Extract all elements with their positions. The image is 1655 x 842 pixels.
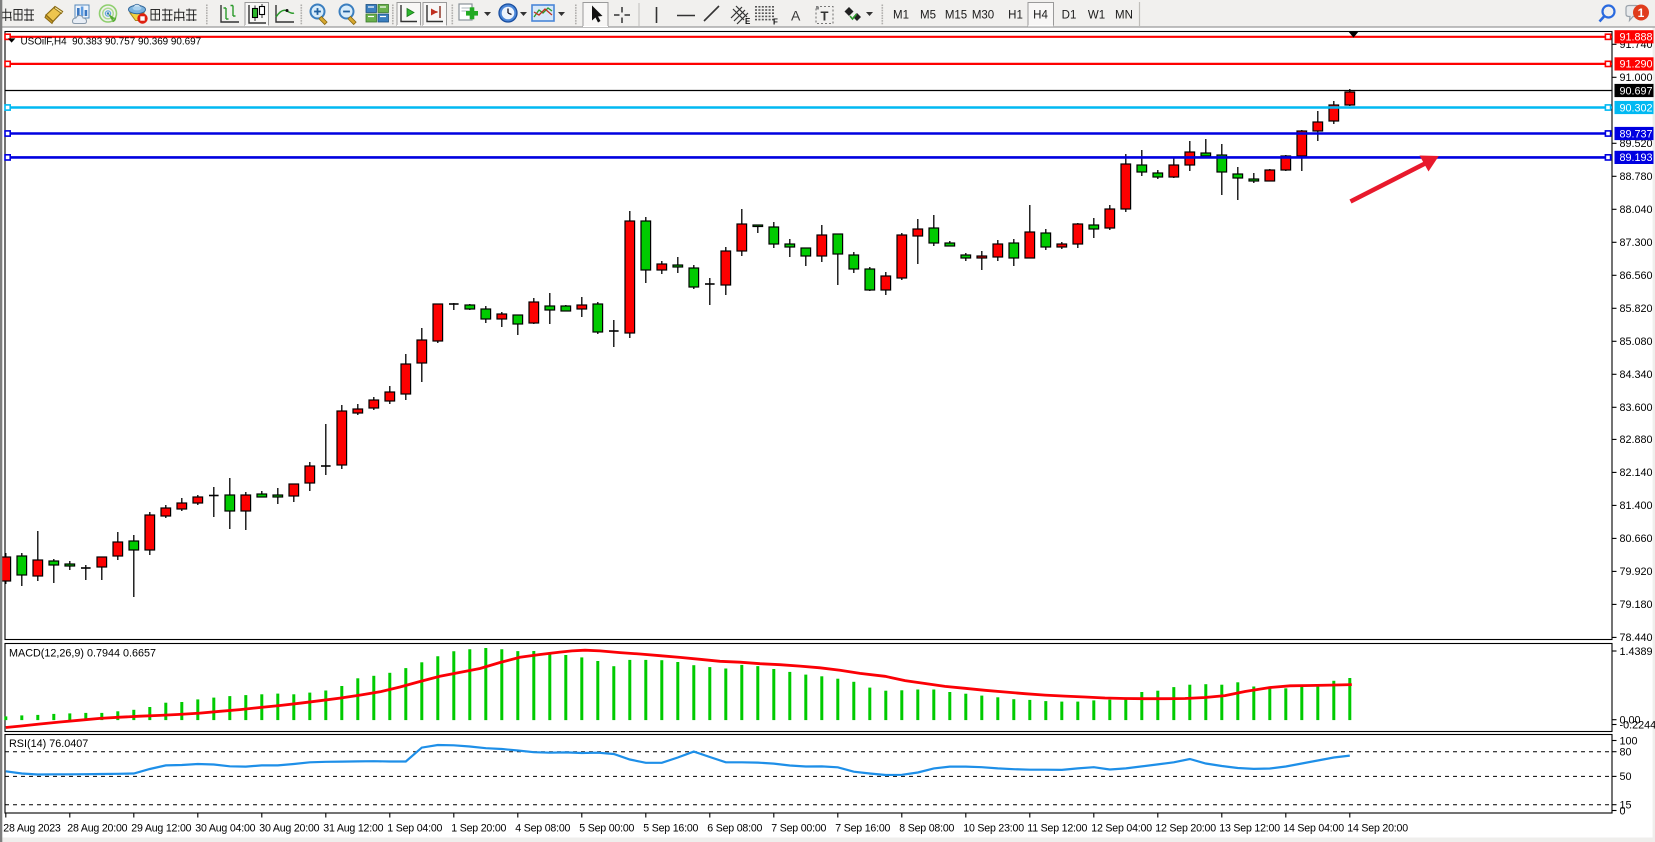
svg-text:89.520: 89.520 [1620,138,1653,150]
svg-text:82.880: 82.880 [1620,434,1653,446]
svg-text:USOilF,H4 90.383 90.757 90.36: USOilF,H4 90.383 90.757 90.369 90.697 [21,37,202,48]
svg-text:1: 1 [1638,6,1645,20]
svg-text:85.080: 85.080 [1620,336,1653,348]
svg-text:8 Sep 08:00: 8 Sep 08:00 [899,823,954,835]
svg-text:29 Aug 12:00: 29 Aug 12:00 [131,823,191,835]
svg-text:88.040: 88.040 [1620,204,1653,216]
svg-text:30 Aug 20:00: 30 Aug 20:00 [259,823,319,835]
svg-text:6 Sep 08:00: 6 Sep 08:00 [707,823,762,835]
svg-text:4 Sep 08:00: 4 Sep 08:00 [515,823,570,835]
svg-text:83.600: 83.600 [1620,402,1653,414]
svg-text:1 Sep 20:00: 1 Sep 20:00 [451,823,506,835]
svg-text:D1: D1 [1062,10,1077,22]
svg-text:1.4389: 1.4389 [1620,646,1653,658]
svg-text:12 Sep 20:00: 12 Sep 20:00 [1155,823,1216,835]
svg-text:5 Sep 16:00: 5 Sep 16:00 [643,823,698,835]
svg-text:7 Sep 16:00: 7 Sep 16:00 [835,823,890,835]
svg-text:5 Sep 00:00: 5 Sep 00:00 [579,823,634,835]
svg-text:1 Sep 04:00: 1 Sep 04:00 [387,823,442,835]
svg-text:80.660: 80.660 [1620,533,1653,545]
svg-text:W1: W1 [1088,10,1105,22]
svg-text:F: F [773,18,778,27]
svg-text:50: 50 [1620,771,1632,783]
svg-text:M15: M15 [945,10,967,22]
svg-text:H4: H4 [1033,10,1048,22]
svg-text:82.140: 82.140 [1620,467,1653,479]
svg-text:91.290: 91.290 [1620,59,1653,71]
svg-text:31 Aug 12:00: 31 Aug 12:00 [323,823,383,835]
svg-text:A: A [791,8,801,24]
svg-text:79.920: 79.920 [1620,566,1653,578]
svg-text:30 Aug 04:00: 30 Aug 04:00 [195,823,255,835]
svg-text:90.302: 90.302 [1620,102,1653,114]
svg-text:80: 80 [1620,747,1632,759]
svg-text:M5: M5 [920,10,936,22]
svg-text:78.440: 78.440 [1620,632,1653,644]
svg-text:E: E [745,17,751,26]
svg-text:79.180: 79.180 [1620,599,1653,611]
svg-text:RSI(14) 76.0407: RSI(14) 76.0407 [9,738,88,750]
svg-text:0: 0 [1620,805,1626,817]
svg-text:13 Sep 12:00: 13 Sep 12:00 [1219,823,1280,835]
svg-text:91.888: 91.888 [1620,32,1653,44]
svg-text:85.820: 85.820 [1620,303,1653,315]
svg-text:91.000: 91.000 [1620,72,1653,84]
svg-text:-0.2244: -0.2244 [1620,719,1655,731]
svg-text:11 Sep 12:00: 11 Sep 12:00 [1027,823,1087,835]
svg-text:14 Sep 04:00: 14 Sep 04:00 [1283,823,1344,835]
svg-text:12 Sep 04:00: 12 Sep 04:00 [1091,823,1152,835]
svg-text:89.193: 89.193 [1620,152,1653,164]
svg-text:81.400: 81.400 [1620,500,1653,512]
svg-text:0.00: 0.00 [1620,715,1641,727]
svg-text:14 Sep 20:00: 14 Sep 20:00 [1347,823,1408,835]
svg-text:89.737: 89.737 [1620,128,1653,140]
svg-text:10 Sep 23:00: 10 Sep 23:00 [963,823,1024,835]
svg-text:88.780: 88.780 [1620,171,1653,183]
svg-text:T: T [821,9,829,24]
svg-text:100: 100 [1620,735,1638,747]
svg-text:H1: H1 [1008,10,1023,22]
svg-text:87.300: 87.300 [1620,237,1653,249]
svg-text:MN: MN [1115,10,1133,22]
svg-text:90.697: 90.697 [1620,85,1653,97]
svg-text:86.560: 86.560 [1620,270,1653,282]
svg-text:MACD(12,26,9) 0.7944 0.6657: MACD(12,26,9) 0.7944 0.6657 [9,648,156,660]
svg-text:84.340: 84.340 [1620,369,1653,381]
svg-text:M1: M1 [893,10,909,22]
svg-text:7 Sep 00:00: 7 Sep 00:00 [771,823,826,835]
svg-text:15: 15 [1620,800,1632,812]
svg-text:28 Aug 2023: 28 Aug 2023 [3,823,61,835]
svg-text:28 Aug 20:00: 28 Aug 20:00 [67,823,127,835]
svg-text:M30: M30 [972,10,994,22]
